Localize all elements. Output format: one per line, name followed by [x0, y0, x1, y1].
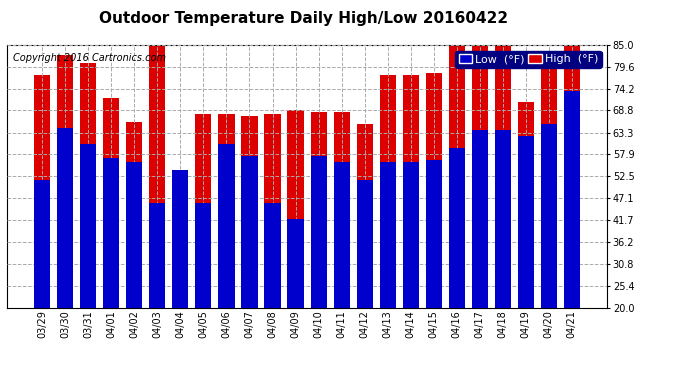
Bar — [472, 10, 488, 308]
Bar — [57, 55, 73, 308]
Bar — [495, 0, 511, 308]
Text: Copyright 2016 Cartronics.com: Copyright 2016 Cartronics.com — [13, 53, 166, 63]
Bar — [357, 180, 373, 308]
Bar — [310, 156, 326, 308]
Legend: Low  (°F), High  (°F): Low (°F), High (°F) — [455, 51, 602, 68]
Bar — [426, 73, 442, 308]
Bar — [448, 33, 465, 308]
Bar — [241, 156, 257, 308]
Bar — [310, 112, 326, 308]
Bar — [541, 53, 557, 307]
Bar — [104, 158, 119, 308]
Bar — [172, 170, 188, 308]
Bar — [448, 148, 465, 308]
Bar — [149, 23, 166, 307]
Bar — [518, 136, 534, 308]
Bar — [219, 144, 235, 308]
Bar — [126, 162, 142, 308]
Bar — [34, 180, 50, 308]
Text: Outdoor Temperature Daily High/Low 20160422: Outdoor Temperature Daily High/Low 20160… — [99, 11, 508, 26]
Bar — [472, 130, 488, 308]
Bar — [264, 202, 281, 308]
Bar — [495, 130, 511, 308]
Bar — [219, 114, 235, 308]
Bar — [288, 110, 304, 308]
Bar — [195, 202, 212, 308]
Bar — [380, 162, 395, 308]
Bar — [264, 114, 281, 308]
Bar — [402, 75, 419, 308]
Bar — [34, 75, 50, 308]
Bar — [564, 92, 580, 308]
Bar — [380, 75, 395, 308]
Bar — [126, 122, 142, 308]
Bar — [357, 124, 373, 308]
Bar — [402, 162, 419, 308]
Bar — [195, 114, 212, 308]
Bar — [80, 63, 97, 308]
Bar — [333, 112, 350, 308]
Bar — [518, 102, 534, 308]
Bar — [241, 116, 257, 308]
Bar — [149, 202, 166, 308]
Bar — [104, 98, 119, 308]
Bar — [333, 162, 350, 308]
Bar — [80, 144, 97, 308]
Bar — [172, 172, 188, 308]
Bar — [564, 29, 580, 308]
Bar — [57, 128, 73, 308]
Bar — [426, 160, 442, 308]
Bar — [288, 219, 304, 308]
Bar — [541, 124, 557, 308]
